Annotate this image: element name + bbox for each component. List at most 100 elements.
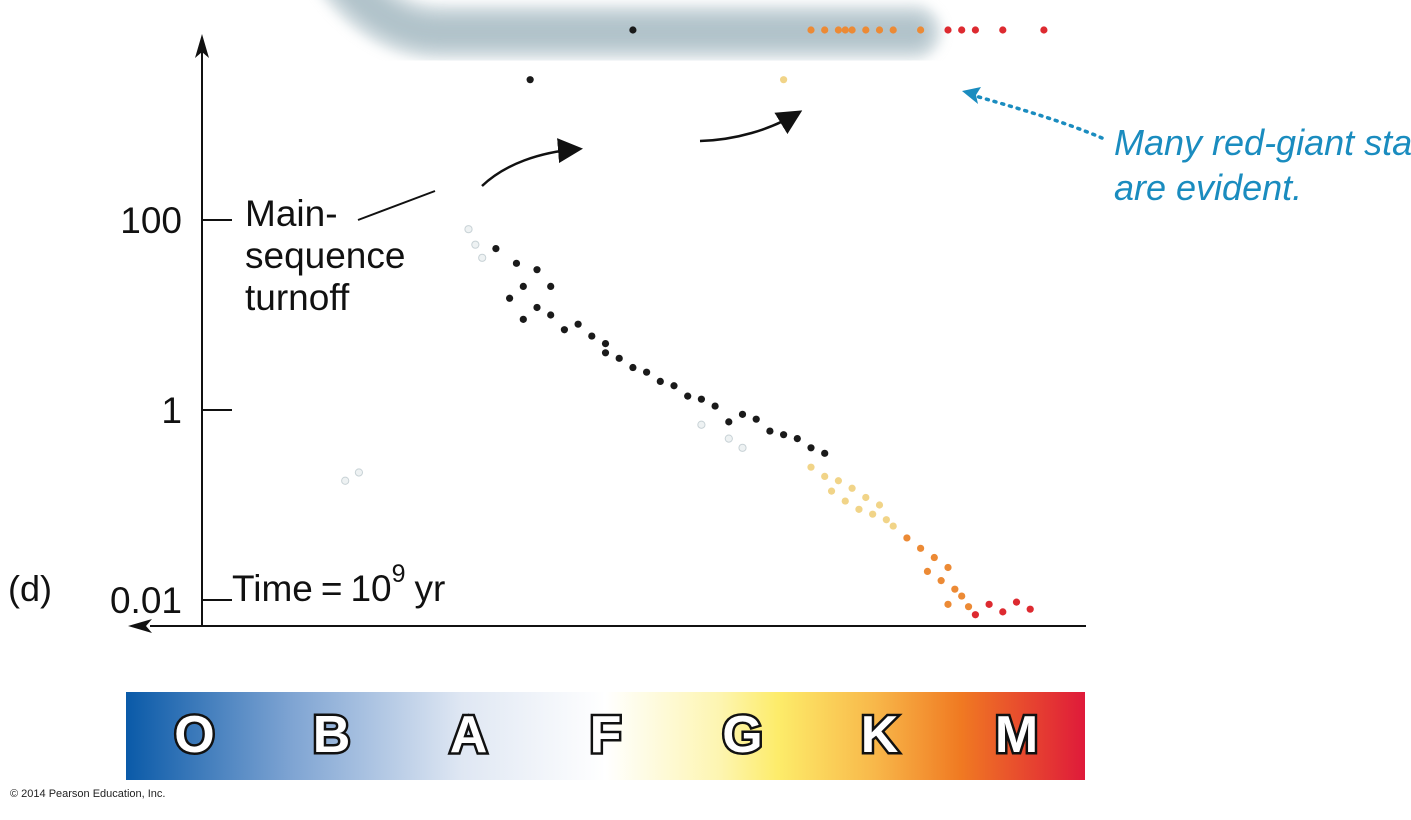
star-point xyxy=(574,320,582,328)
star-point xyxy=(526,76,534,84)
red-giant-arrowhead-icon xyxy=(962,87,981,104)
evolution-arrow-2 xyxy=(699,110,803,143)
star-point xyxy=(780,76,788,84)
star-point xyxy=(341,476,350,485)
star-points xyxy=(341,26,1048,619)
star-point xyxy=(903,534,911,542)
star-point xyxy=(958,26,966,34)
star-point xyxy=(656,377,664,386)
star-point xyxy=(937,577,945,585)
time-base: 10 xyxy=(350,568,391,609)
star-point xyxy=(841,26,849,34)
star-point xyxy=(841,497,849,505)
star-point xyxy=(807,444,815,452)
time-unit: yr xyxy=(415,568,446,609)
star-point xyxy=(889,522,897,530)
star-point xyxy=(848,26,856,34)
star-point xyxy=(807,26,815,34)
star-point xyxy=(697,395,706,403)
spectral-class-b: B xyxy=(313,706,351,764)
star-point xyxy=(862,26,870,34)
star-point xyxy=(971,26,980,34)
star-point xyxy=(766,427,774,435)
star-point xyxy=(684,392,692,400)
star-point xyxy=(738,410,747,418)
red-giant-label: Many red-giant stars are evident. xyxy=(1114,122,1411,208)
star-point xyxy=(588,332,596,340)
star-point xyxy=(354,468,363,477)
star-point xyxy=(917,544,925,552)
y-tick-label: 1 xyxy=(161,390,182,431)
star-point xyxy=(807,463,815,471)
star-point xyxy=(1012,598,1021,606)
spectral-class-a: A xyxy=(450,706,488,764)
turnoff-leader-line xyxy=(357,190,436,221)
spectral-class-f: F xyxy=(590,706,622,764)
star-point xyxy=(519,315,527,323)
star-point xyxy=(601,339,610,348)
star-point xyxy=(875,501,884,509)
star-point xyxy=(944,563,952,572)
star-point xyxy=(629,363,637,372)
star-point xyxy=(533,266,541,274)
spectral-class-k: K xyxy=(861,706,899,764)
star-point xyxy=(615,354,623,362)
y-tick-label: 100 xyxy=(120,200,182,241)
star-point xyxy=(985,600,993,608)
star-point xyxy=(821,26,829,34)
time-prefix: Time xyxy=(232,568,313,609)
star-point xyxy=(821,449,829,457)
star-point xyxy=(930,553,938,562)
star-point xyxy=(971,611,980,619)
axes xyxy=(128,34,1086,633)
star-point xyxy=(478,253,487,262)
star-point xyxy=(958,592,966,600)
time-equals: = xyxy=(321,568,343,609)
star-point xyxy=(821,472,829,481)
star-point xyxy=(724,434,733,443)
star-point xyxy=(862,493,870,502)
star-point xyxy=(725,418,733,426)
time-label: Time = 109 yr xyxy=(232,560,445,609)
red-giant-dotted-arrow xyxy=(970,93,1104,140)
star-point xyxy=(944,600,952,608)
star-point xyxy=(882,516,890,524)
star-point xyxy=(697,420,706,429)
y-tick-label: 0.01 xyxy=(110,580,182,621)
star-point xyxy=(951,585,959,593)
star-point xyxy=(738,443,747,452)
star-point xyxy=(855,505,863,513)
star-point xyxy=(519,282,527,291)
copyright-notice: © 2014 Pearson Education, Inc. xyxy=(10,788,166,800)
star-point xyxy=(506,294,514,302)
star-point xyxy=(670,382,678,390)
star-point xyxy=(793,434,801,443)
evolution-arrow-1 xyxy=(481,138,583,187)
turnoff-label: Main- sequence turnoff xyxy=(245,193,416,318)
panel-label: (d) xyxy=(8,568,52,609)
star-point xyxy=(533,303,541,312)
star-point xyxy=(1040,26,1048,34)
star-point xyxy=(999,608,1007,616)
spectral-class-m: M xyxy=(995,706,1038,764)
star-point xyxy=(643,368,651,376)
star-point xyxy=(492,244,500,253)
star-point xyxy=(471,240,480,249)
star-point xyxy=(827,487,836,495)
spectral-class-o: O xyxy=(174,706,214,764)
star-point xyxy=(464,225,473,234)
star-point xyxy=(560,326,569,334)
x-axis-arrow-icon xyxy=(128,619,152,633)
spectral-color-bar xyxy=(126,692,1085,780)
star-point xyxy=(629,26,637,34)
star-point xyxy=(780,431,788,439)
star-point xyxy=(917,26,925,34)
star-point xyxy=(923,567,932,576)
spectral-class-g: G xyxy=(722,706,762,764)
star-point xyxy=(547,282,555,291)
star-point xyxy=(834,26,843,34)
star-point xyxy=(964,603,973,611)
